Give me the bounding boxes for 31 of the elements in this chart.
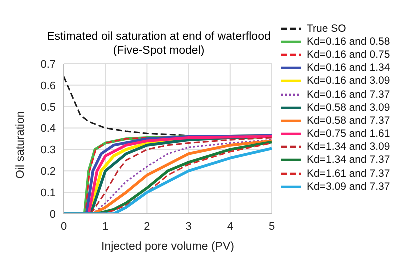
- legend-label: Kd=0.16 and 3.09: [307, 75, 390, 88]
- legend-label: Kd=0.75 and 1.61: [307, 128, 390, 140]
- y-axis-title: Oil saturation: [15, 111, 28, 179]
- legend-label: Kd=0.16 and 7.37: [307, 88, 390, 101]
- legend-label: Kd=1.34 and 3.09: [307, 141, 390, 154]
- legend-label: Kd=1.34 and 7.37: [307, 154, 390, 166]
- x-tick-label: 0: [60, 220, 68, 233]
- y-tick-label: 0.7: [40, 58, 56, 71]
- x-tick-label: 3: [186, 220, 192, 233]
- y-tick-label: 0.6: [40, 80, 56, 92]
- x-tick-label: 5: [268, 220, 276, 233]
- x-tick-label: 1: [102, 220, 109, 233]
- y-tick-label: 0: [50, 208, 56, 221]
- x-tick-label: 4: [227, 220, 234, 233]
- legend-label: True SO: [307, 22, 346, 35]
- y-tick-label: 0.1: [40, 187, 56, 200]
- y-tick-label: 0.5: [40, 102, 56, 114]
- legend-label: Kd=3.09 and 7.37: [307, 180, 390, 193]
- legend-label: Kd=0.58 and 7.37: [307, 114, 390, 127]
- y-tick-label: 0.4: [40, 123, 56, 136]
- x-tick-label: 2: [144, 220, 150, 233]
- legend-label: Kd=0.16 and 0.58: [307, 36, 390, 48]
- chart-title: Estimated oil saturation at end of waterflood: [46, 30, 272, 44]
- legend-label: Kd=0.58 and 3.09: [307, 102, 390, 114]
- legend-label: Kd=0.16 and 0.75: [307, 48, 390, 61]
- x-axis-title: Injected pore volume (PV): [102, 241, 235, 253]
- chart-subtitle: (Five-Spot model): [112, 44, 206, 58]
- legend-label: Kd=0.16 and 1.34: [307, 62, 390, 74]
- legend-label: Kd=1.61 and 7.37: [307, 168, 390, 180]
- y-tick-label: 0.2: [40, 166, 56, 178]
- y-tick-label: 0.3: [40, 144, 56, 157]
